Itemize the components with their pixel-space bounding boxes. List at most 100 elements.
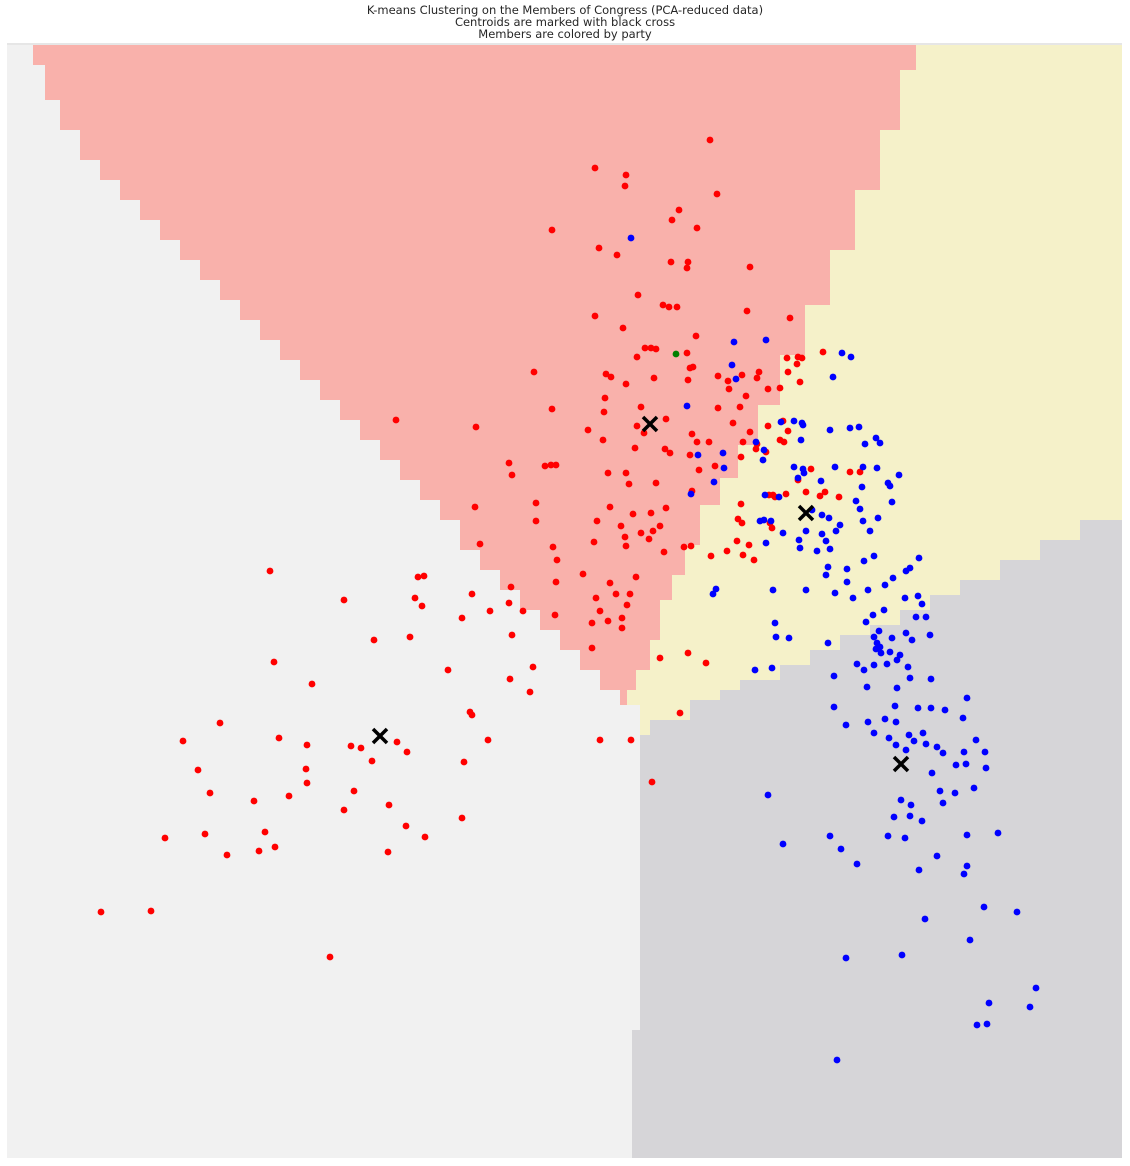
member-point	[600, 408, 608, 416]
member-point	[724, 377, 732, 385]
member-point	[775, 493, 783, 501]
member-point	[206, 789, 214, 797]
member-point	[723, 547, 731, 555]
member-point	[662, 415, 670, 423]
member-point	[692, 332, 700, 340]
member-point	[742, 392, 750, 400]
member-point	[476, 540, 484, 548]
member-point	[683, 402, 691, 410]
member-point	[835, 493, 843, 501]
member-point	[846, 468, 854, 476]
member-point	[702, 659, 710, 667]
member-point	[275, 734, 283, 742]
member-point	[960, 748, 968, 756]
member-point	[693, 224, 701, 232]
member-point	[250, 797, 258, 805]
member-point	[802, 488, 810, 496]
member-point	[370, 636, 378, 644]
member-point	[786, 314, 794, 322]
member-point	[552, 461, 560, 469]
member-point	[532, 499, 540, 507]
member-point	[737, 453, 745, 461]
member-point	[866, 527, 874, 535]
member-point	[418, 602, 426, 610]
member-point	[738, 519, 746, 527]
member-point	[922, 613, 930, 621]
member-point	[549, 543, 557, 551]
member-point	[596, 736, 604, 744]
member-point	[607, 373, 615, 381]
member-point	[707, 552, 715, 560]
member-point	[623, 601, 631, 609]
member-point	[686, 364, 694, 372]
member-point	[584, 426, 592, 434]
member-point	[751, 666, 759, 674]
member-point	[687, 542, 695, 550]
member-point	[420, 572, 428, 580]
member-point	[895, 471, 903, 479]
member-point	[694, 451, 702, 459]
member-point	[906, 812, 914, 820]
member-point	[769, 586, 777, 594]
member-point	[852, 497, 860, 505]
member-point	[922, 740, 930, 748]
member-point	[836, 521, 844, 529]
member-point	[652, 479, 660, 487]
member-point	[892, 718, 900, 726]
member-point	[672, 350, 680, 358]
member-point	[421, 833, 429, 841]
member-point	[799, 421, 807, 429]
member-point	[982, 764, 990, 772]
member-point	[921, 915, 929, 923]
member-point	[590, 538, 598, 546]
member-point	[881, 581, 889, 589]
member-point	[825, 514, 833, 522]
member-point	[760, 446, 768, 454]
member-point	[776, 436, 784, 444]
member-point	[673, 303, 681, 311]
member-point	[472, 423, 480, 431]
member-point	[886, 648, 894, 656]
member-point	[752, 438, 760, 446]
member-point	[898, 951, 906, 959]
member-point	[983, 1020, 991, 1028]
member-point	[738, 371, 746, 379]
member-point	[548, 226, 556, 234]
member-point	[802, 527, 810, 535]
member-point	[592, 594, 600, 602]
member-point	[266, 567, 274, 575]
member-point	[618, 614, 626, 622]
member-point	[826, 832, 834, 840]
member-point	[506, 675, 514, 683]
member-point	[793, 360, 801, 368]
member-point	[884, 832, 892, 840]
member-point	[790, 417, 798, 425]
member-point	[928, 769, 936, 777]
member-point	[732, 375, 740, 383]
member-point	[939, 799, 947, 807]
member-point	[706, 136, 714, 144]
member-point	[621, 182, 629, 190]
member-point	[750, 556, 758, 564]
chart-title: K-means Clustering on the Members of Con…	[0, 4, 1130, 40]
member-point	[650, 374, 658, 382]
member-point	[874, 514, 882, 522]
member-point	[640, 429, 648, 437]
member-point	[403, 748, 411, 756]
member-point	[719, 449, 727, 457]
member-point	[526, 688, 534, 696]
member-point	[508, 631, 516, 639]
member-point	[606, 503, 614, 511]
member-point	[764, 385, 772, 393]
member-point	[962, 760, 970, 768]
member-point	[547, 461, 555, 469]
cluster-region-upper-right	[627, 45, 1122, 735]
member-point	[902, 629, 910, 637]
centroid-cross	[371, 727, 389, 745]
member-point	[886, 482, 894, 490]
member-point	[627, 234, 635, 242]
member-point	[468, 590, 476, 598]
member-point	[768, 664, 776, 672]
member-point	[870, 633, 878, 641]
cluster-region-top	[33, 45, 916, 705]
